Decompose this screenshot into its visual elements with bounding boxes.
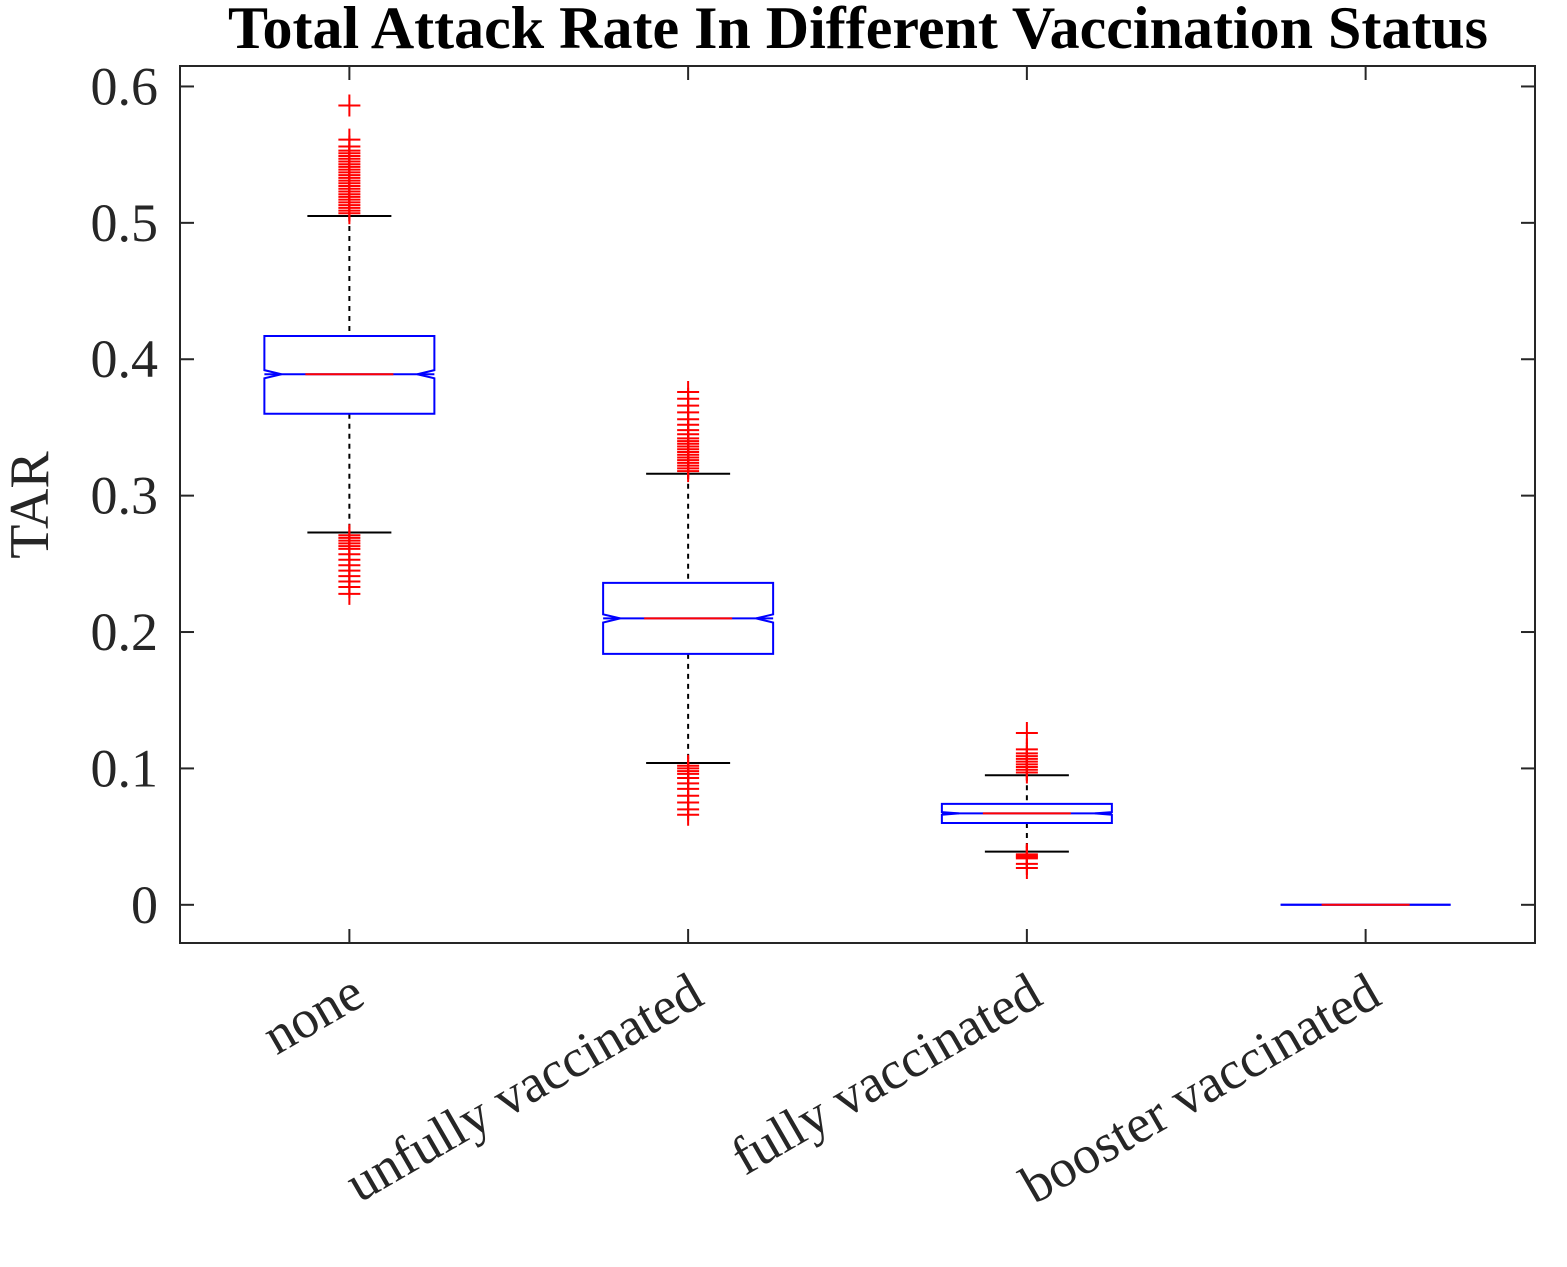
x-tick-label: none bbox=[252, 961, 373, 1065]
box-group bbox=[263, 94, 436, 605]
y-axis-label: TAR bbox=[0, 451, 61, 559]
outlier-marker bbox=[338, 128, 361, 151]
outlier-marker bbox=[677, 380, 700, 403]
chart-title: Total Attack Rate In Different Vaccinati… bbox=[228, 0, 1488, 61]
x-tick-label: fully vaccinated bbox=[721, 961, 1051, 1186]
box-group bbox=[940, 721, 1113, 879]
box bbox=[602, 581, 775, 655]
y-tick-label: 0.3 bbox=[91, 466, 159, 526]
x-tick-label: booster vaccinated bbox=[1010, 961, 1389, 1215]
y-tick-label: 0.6 bbox=[91, 56, 159, 116]
box-group bbox=[602, 380, 775, 826]
y-tick-label: 0.2 bbox=[91, 602, 159, 662]
y-tick-label: 0.4 bbox=[91, 329, 159, 389]
outlier-marker bbox=[1015, 856, 1038, 879]
outlier-marker bbox=[677, 803, 700, 826]
box bbox=[263, 335, 436, 415]
x-tick-label: unfully vaccinated bbox=[335, 961, 712, 1213]
axes-frame bbox=[179, 65, 1536, 944]
y-tick-label: 0.1 bbox=[91, 738, 159, 798]
outlier-marker bbox=[338, 582, 361, 605]
plot-area bbox=[263, 94, 1451, 906]
outlier-marker bbox=[338, 94, 361, 117]
y-tick-label: 0 bbox=[131, 875, 158, 935]
outlier-marker bbox=[1015, 721, 1038, 744]
y-tick-label: 0.5 bbox=[91, 193, 159, 253]
